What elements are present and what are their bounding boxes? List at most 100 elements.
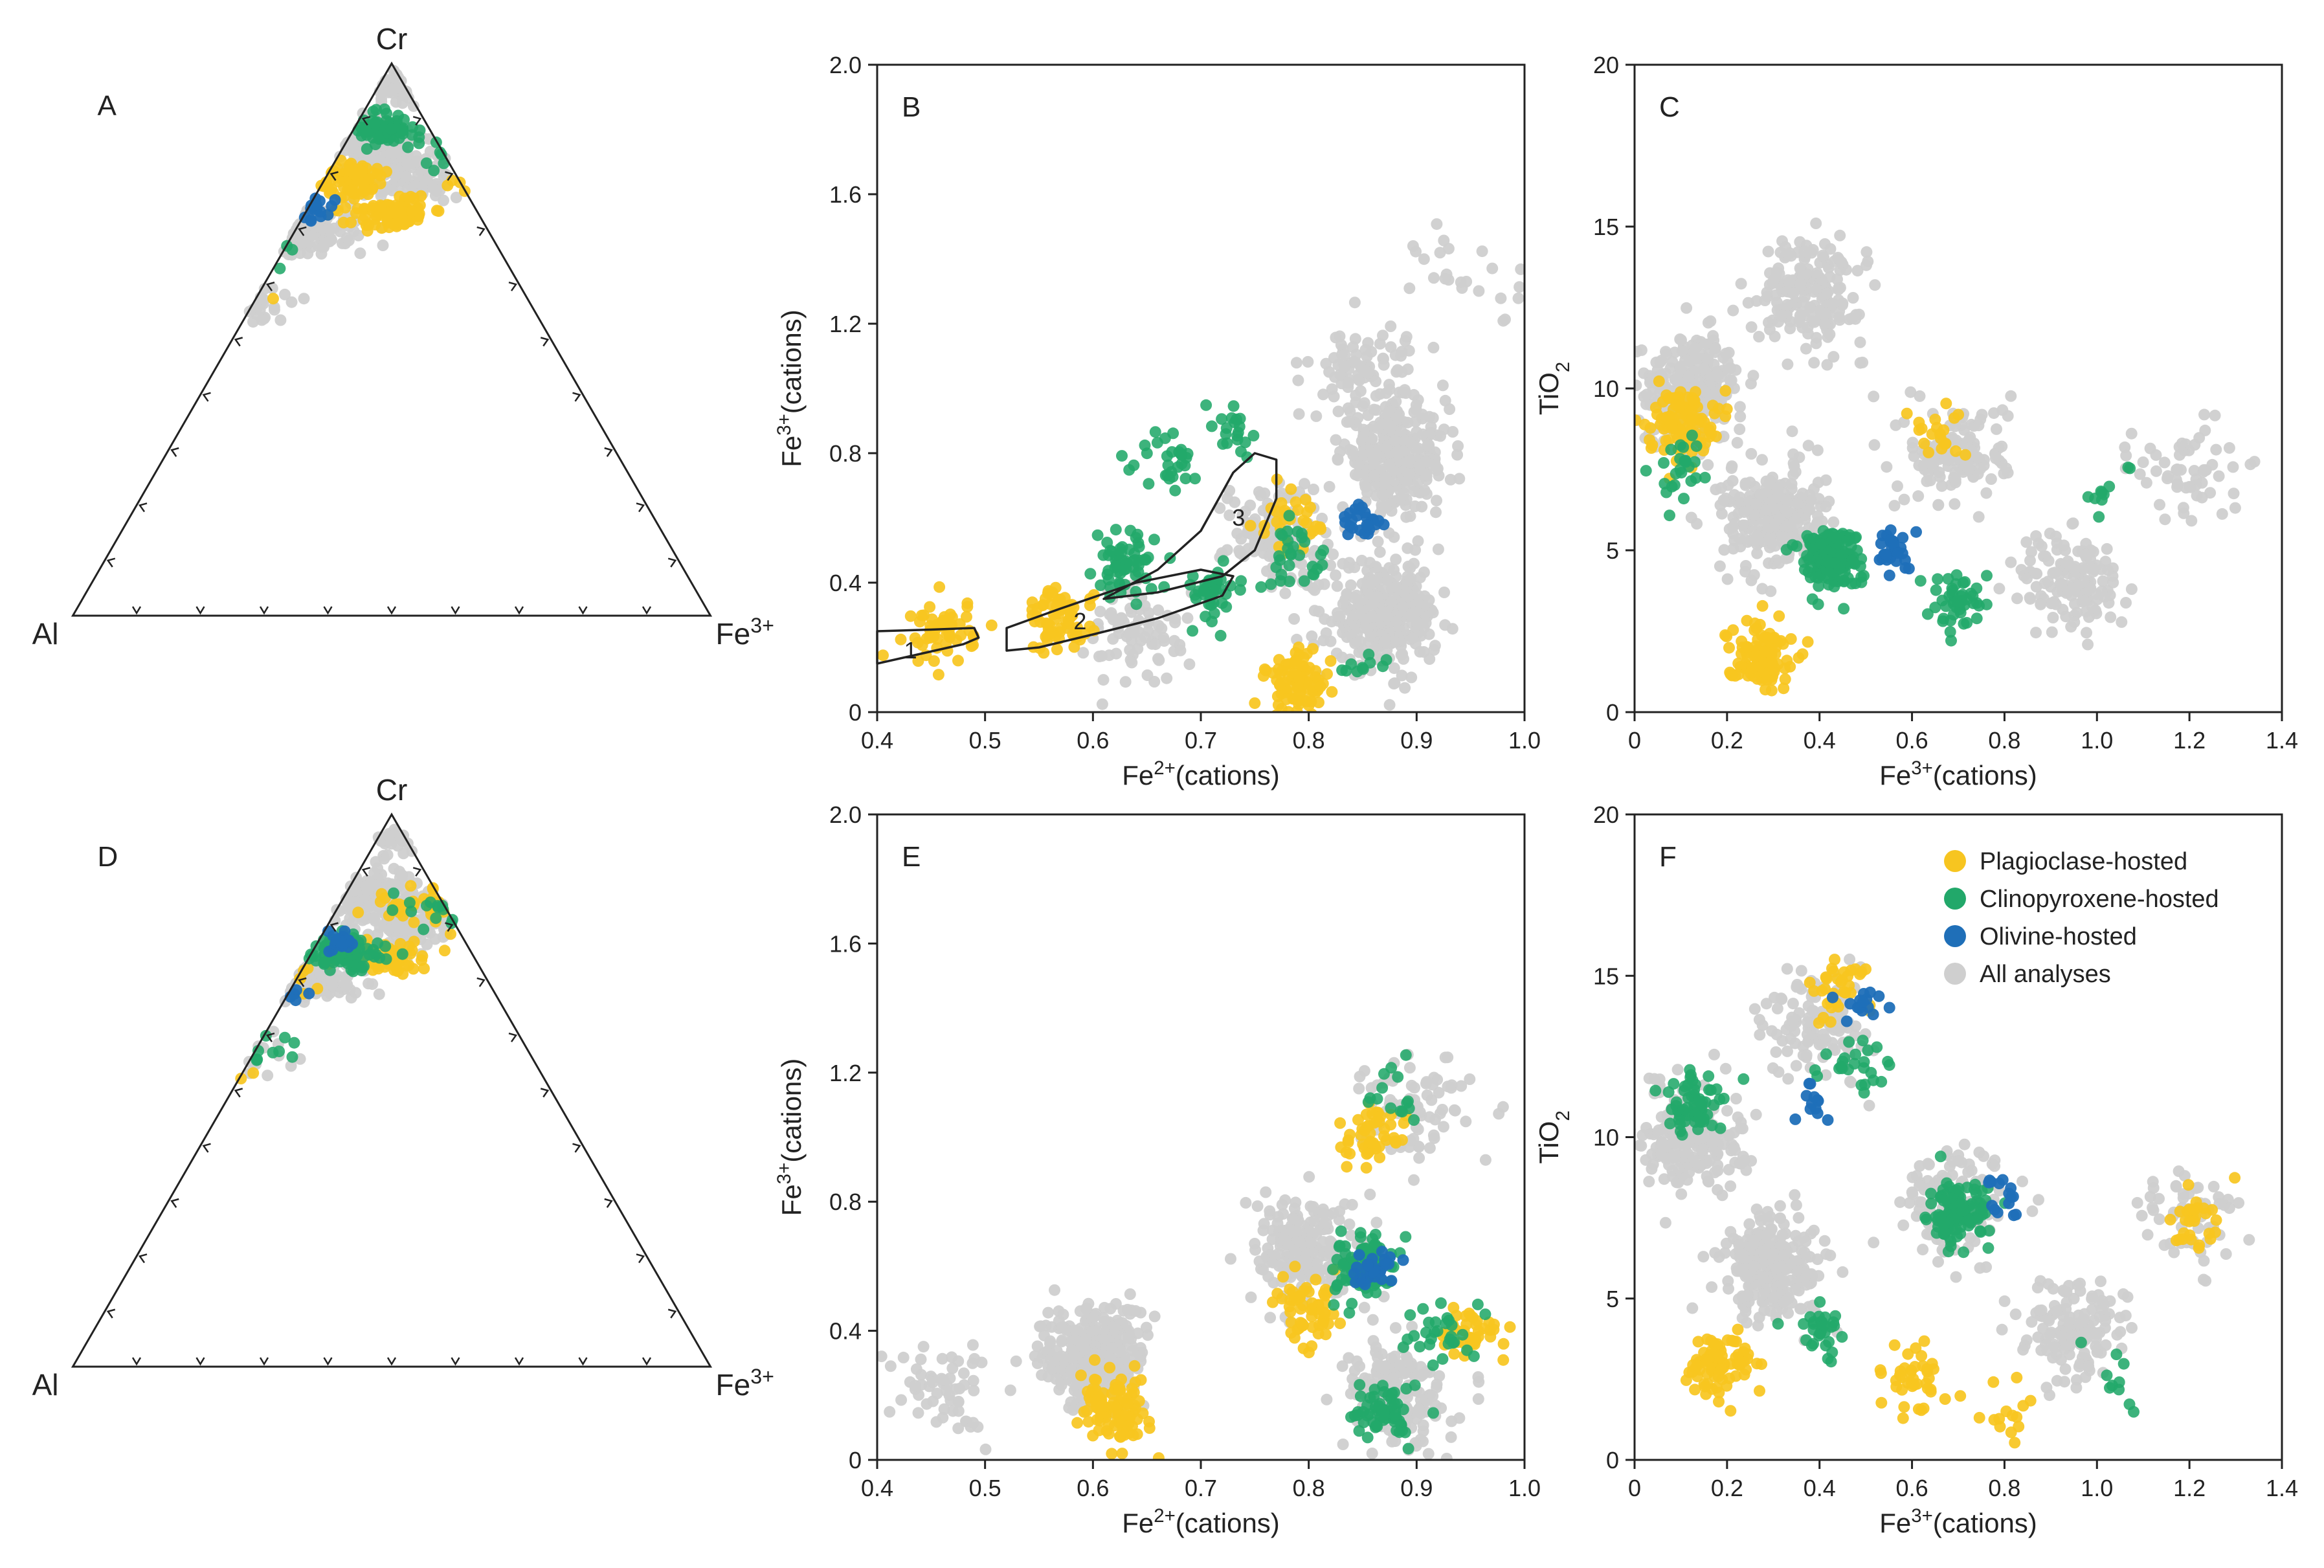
all-point	[1427, 272, 1440, 284]
plagioclase-point	[1272, 663, 1284, 675]
all-point	[1361, 623, 1374, 635]
clinopyroxene-point	[1822, 579, 1835, 591]
tick-mark	[234, 1088, 243, 1098]
vertex-label-right-base: Fe	[716, 1368, 751, 1402]
region-label-3: 3	[1232, 504, 1245, 531]
all-point	[1963, 463, 1976, 475]
clinopyroxene-point	[1690, 440, 1703, 453]
plagioclase-point	[1756, 599, 1769, 612]
all-point	[1392, 412, 1404, 424]
plagioclase-point	[1923, 446, 1935, 458]
plagioclase-point	[339, 201, 352, 214]
clinopyroxene-point	[1216, 597, 1228, 609]
all-point	[1099, 1302, 1111, 1314]
all-point	[2081, 627, 2092, 639]
plagioclase-point	[1732, 668, 1745, 680]
plagioclase-point	[408, 916, 420, 928]
plagioclase-point	[375, 170, 387, 182]
all-point	[1390, 554, 1402, 566]
all-point	[1681, 302, 1693, 314]
clinopyroxene-point	[1189, 473, 1201, 485]
all-point	[1913, 459, 1925, 471]
olivine-point	[1361, 519, 1373, 531]
plagioclase-point	[1950, 445, 1962, 457]
clinopyroxene-point	[1932, 573, 1944, 585]
all-point	[1730, 364, 1742, 376]
all-point	[1972, 420, 1985, 432]
x-tick-label: 0.8	[1988, 727, 2020, 754]
all-point	[2063, 559, 2075, 572]
all-point	[298, 293, 310, 305]
y-tick-label: 0.8	[829, 440, 862, 467]
clinopyroxene-point	[386, 904, 399, 916]
x-tick-label: 0.4	[1804, 727, 1836, 754]
all-point	[324, 223, 336, 236]
plagioclase-point	[1303, 678, 1315, 691]
plagioclase-point	[394, 937, 407, 950]
clinopyroxene-point	[402, 141, 414, 153]
all-point	[1423, 594, 1435, 606]
all-point	[354, 247, 366, 260]
all-point	[2020, 536, 2033, 548]
all-point	[1348, 297, 1361, 309]
all-point	[1425, 421, 1437, 433]
all-point	[1328, 390, 1340, 403]
all-point	[1290, 1225, 1302, 1237]
all-point	[326, 979, 339, 991]
all-point	[1780, 494, 1793, 506]
plagioclase-point	[362, 188, 374, 200]
all-point	[1759, 295, 1771, 306]
plagioclase-point	[1901, 407, 1913, 420]
plagioclase-point	[267, 293, 279, 305]
all-point	[1267, 1257, 1279, 1269]
all-point	[2078, 594, 2090, 607]
all-point	[1335, 339, 1347, 351]
all-point	[1850, 309, 1862, 321]
all-point	[1108, 1323, 1121, 1335]
all-point	[2084, 582, 2097, 594]
all-point	[1412, 535, 1424, 547]
clinopyroxene-point	[1981, 570, 1993, 582]
all-point	[396, 869, 408, 881]
plagioclase-point	[389, 206, 401, 218]
plagioclase-point	[924, 601, 936, 613]
all-point	[1800, 342, 1812, 355]
plagioclase-point	[1638, 418, 1651, 431]
all-point	[1688, 353, 1700, 366]
all-point	[1427, 341, 1440, 353]
ternary-ticks	[106, 867, 677, 1366]
clinopyroxene-point	[1689, 456, 1701, 468]
plagioclase-point	[1756, 629, 1768, 642]
all-point	[2046, 597, 2059, 609]
all-point	[1240, 1196, 1252, 1209]
all-point	[1097, 1324, 1110, 1336]
all-point	[377, 240, 389, 251]
all-point	[401, 88, 413, 100]
all-point	[392, 840, 404, 852]
all-point	[1308, 484, 1319, 495]
tick-mark	[636, 502, 645, 513]
all-point	[1056, 1321, 1068, 1334]
all-point	[1772, 482, 1784, 495]
tick-mark	[361, 867, 371, 877]
all-point	[2216, 508, 2228, 520]
all-point	[1772, 262, 1785, 274]
all-point	[1990, 453, 2002, 465]
tick-mark	[412, 116, 422, 126]
clinopyroxene-point	[1214, 629, 1227, 642]
all-point	[1319, 613, 1331, 625]
all-point	[1365, 577, 1376, 590]
all-point	[1418, 484, 1431, 497]
all-point	[2173, 449, 2185, 461]
all-point	[1115, 1345, 1128, 1357]
all-point	[1418, 253, 1430, 265]
all-point	[1618, 341, 1629, 352]
clinopyroxene-point	[1235, 575, 1247, 587]
ternary-outline	[71, 61, 713, 617]
tick-mark	[508, 282, 518, 291]
clinopyroxene-point	[367, 106, 379, 118]
x-tick-label: 0.9	[1400, 727, 1433, 754]
plagioclase-point	[912, 655, 924, 667]
all-point	[1860, 259, 1872, 271]
